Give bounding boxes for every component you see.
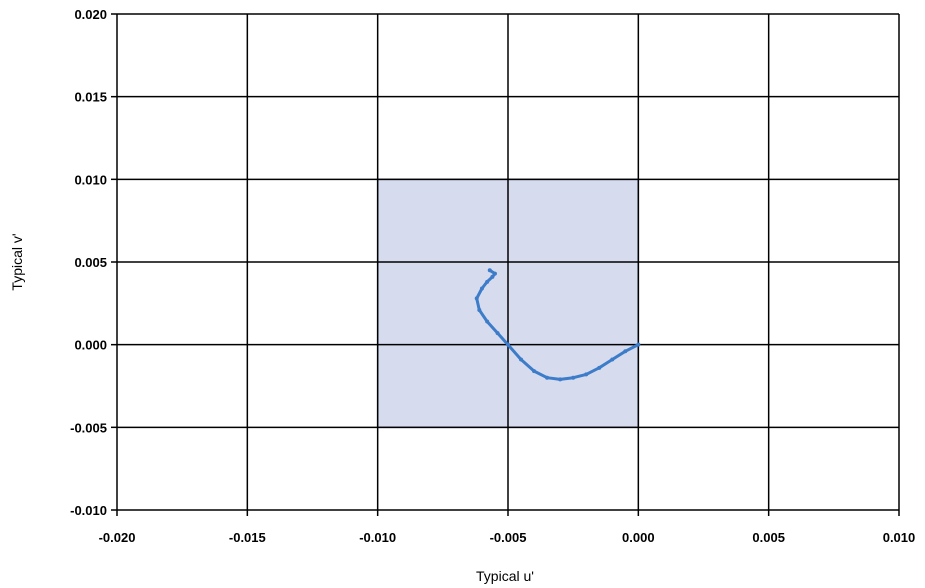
x-tick-label: -0.015 bbox=[229, 530, 266, 545]
data-point bbox=[623, 349, 628, 354]
x-tick-label: 0.005 bbox=[752, 530, 785, 545]
data-point bbox=[584, 372, 589, 377]
x-tick-label: -0.005 bbox=[490, 530, 527, 545]
data-point bbox=[558, 377, 563, 382]
data-point bbox=[506, 342, 510, 347]
tick-label-layer: -0.020 -0.015 -0.010 -0.005 0.000 0.005 0.010 -… bbox=[70, 7, 915, 545]
data-point bbox=[487, 268, 492, 273]
y-tick-label: 0.015 bbox=[74, 90, 107, 105]
y-tick-label: -0.005 bbox=[70, 420, 107, 435]
data-point bbox=[485, 279, 490, 284]
series-layer bbox=[474, 268, 641, 382]
x-tick-label: 0.000 bbox=[622, 530, 655, 545]
data-point bbox=[479, 286, 484, 291]
data-point bbox=[492, 271, 497, 276]
x-tick-label: -0.010 bbox=[359, 530, 396, 545]
x-axis-title: Typical u' bbox=[476, 568, 534, 584]
x-tick-label: 0.010 bbox=[883, 530, 916, 545]
data-point bbox=[485, 319, 490, 324]
data-point bbox=[474, 296, 479, 301]
data-point bbox=[519, 357, 524, 362]
data-point bbox=[571, 375, 576, 380]
data-point bbox=[532, 369, 537, 374]
grid-layer bbox=[111, 13, 900, 516]
y-axis-title: Typical v' bbox=[9, 233, 25, 290]
y-tick-label: 0.005 bbox=[74, 255, 107, 270]
y-tick-label: 0.010 bbox=[74, 172, 107, 187]
data-point bbox=[597, 365, 602, 370]
y-tick-label: -0.010 bbox=[70, 503, 107, 518]
x-tick-label: -0.020 bbox=[99, 530, 136, 545]
y-tick-label: 0.000 bbox=[74, 338, 107, 353]
y-tick-label: 0.020 bbox=[74, 7, 107, 22]
data-point bbox=[495, 331, 500, 336]
data-point bbox=[636, 342, 641, 347]
data-point bbox=[545, 375, 550, 380]
data-point bbox=[610, 357, 615, 362]
data-point bbox=[477, 307, 482, 312]
data-point bbox=[490, 274, 495, 279]
